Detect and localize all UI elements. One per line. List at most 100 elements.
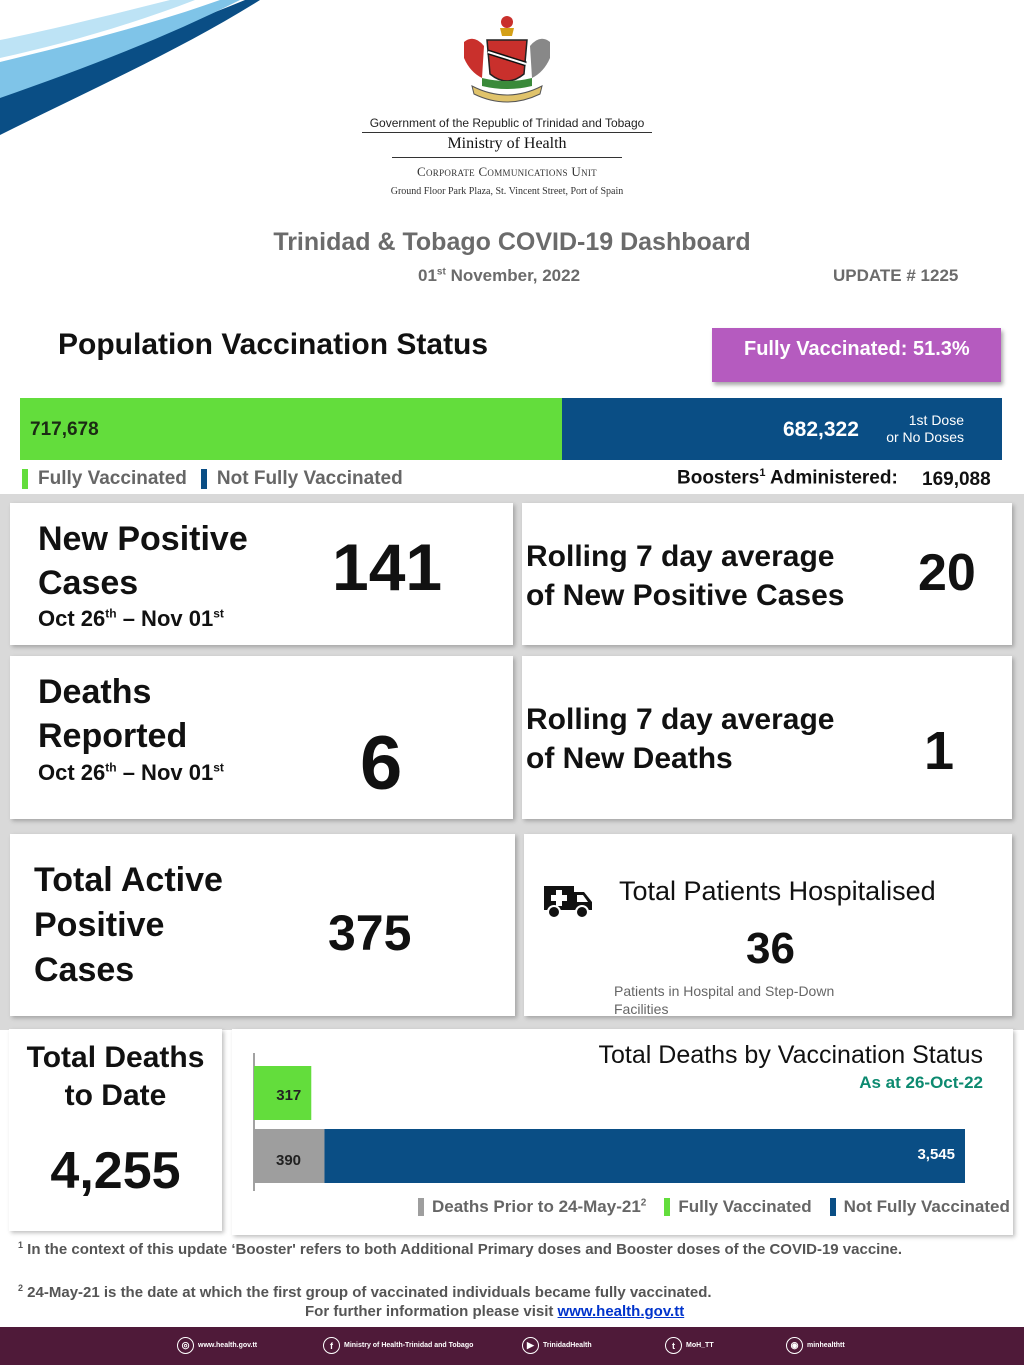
deaths-by-vaccination-chart: Total Deaths by Vaccination Status As at… xyxy=(232,1029,1013,1235)
deaths-reported-card: Deaths Reported Oct 26th – Nov 01st 6 xyxy=(10,656,513,819)
rolling-deaths-label-line1: Rolling 7 day average xyxy=(526,703,835,736)
dashboard-title: Trinidad & Tobago COVID-19 Dashboard xyxy=(273,228,751,256)
range-end-suffix: st xyxy=(213,606,224,621)
new-cases-date-range: Oct 26th – Nov 01st xyxy=(38,606,224,632)
bar-data-label: 3,545 xyxy=(917,1146,955,1163)
footer-twitter-text: MoH_TT xyxy=(686,1342,714,1349)
rolling-deaths-label-line2: of New Deaths xyxy=(526,742,733,775)
range-end: – Nov 01 xyxy=(116,606,214,631)
footer-instagram[interactable]: ◉ minhealthtt xyxy=(786,1337,845,1354)
rolling-cases-label-line1: Rolling 7 day average xyxy=(526,540,835,573)
range-start-suffix: th xyxy=(105,606,117,621)
vaccination-bar: 717,678 682,322 1st Dose or No Doses xyxy=(20,398,1002,460)
rolling-deaths-card: Rolling 7 day average of New Deaths 1 xyxy=(522,656,1012,819)
vaccination-status-title: Population Vaccination Status xyxy=(58,328,489,361)
boosters-footnote-mark: 1 xyxy=(759,467,766,479)
deaths-reported-value: 6 xyxy=(360,721,403,806)
footer-twitter[interactable]: t MoH_TT xyxy=(665,1337,714,1354)
footer-website-text: www.health.gov.tt xyxy=(198,1342,258,1349)
range-start-suffix: th xyxy=(105,760,117,775)
footer-bar: ◎ www.health.gov.tt f Ministry of Health-T… xyxy=(0,1327,1024,1365)
rolling-cases-value: 20 xyxy=(918,544,976,602)
hospitalised-card: Total Patients Hospitalised 36 Patients … xyxy=(524,834,1012,1017)
fully-vaccinated-percent: 51.3% xyxy=(912,338,970,360)
twitter-icon: t xyxy=(665,1337,682,1354)
legend-swatch-blue xyxy=(829,1198,836,1216)
date-suffix: st xyxy=(436,266,446,278)
hospitalised-value: 36 xyxy=(746,924,795,973)
boosters-word2: Administered: xyxy=(765,467,898,489)
active-label-line1: Total Active xyxy=(34,861,223,899)
further-info: For further information please visit www… xyxy=(305,1303,684,1320)
rolling-cases-card: Rolling 7 day average of New Positive Ca… xyxy=(522,503,1012,645)
not-fully-vaccinated-count: 682,322 xyxy=(783,418,859,441)
fully-vaccinated-badge: Fully Vaccinated: 51.3% xyxy=(712,328,1001,382)
legend-not-fully: Not Fully Vaccinated xyxy=(843,1197,1010,1216)
footer-youtube-text: TrinidadHealth xyxy=(543,1342,592,1349)
bar-data-label: 317 xyxy=(276,1087,301,1104)
range-start: Oct 26 xyxy=(38,760,106,785)
range-start: Oct 26 xyxy=(38,606,106,631)
health-website-link[interactable]: www.health.gov.tt xyxy=(557,1303,685,1320)
rolling-deaths-value: 1 xyxy=(924,721,955,781)
legend-swatch-blue xyxy=(200,469,207,489)
footnote-1: 1 In the context of this update ‘Booster… xyxy=(18,1240,902,1258)
header-divider xyxy=(362,132,652,133)
fully-vaccinated-label: Fully Vaccinated: xyxy=(744,338,908,360)
deaths-label-line1: Deaths xyxy=(38,673,152,711)
legend-swatch-green xyxy=(22,469,28,489)
active-label-line2: Positive xyxy=(34,906,165,944)
footer-website[interactable]: ◎ www.health.gov.tt xyxy=(177,1337,257,1354)
unit-name: Corporate Communications Unit xyxy=(417,164,597,179)
legend-swatch-gray xyxy=(418,1198,424,1216)
coat-of-arms-icon xyxy=(464,16,550,103)
date-rest: November, 2022 xyxy=(450,266,581,285)
footer-facebook[interactable]: f Ministry of Health-Trinidad and Tobago xyxy=(323,1337,473,1354)
header-swoosh-graphic xyxy=(0,0,260,135)
fully-vaccinated-segment: 717,678 xyxy=(20,398,562,460)
instagram-icon: ◉ xyxy=(786,1337,803,1354)
footnote-1-text: In the context of this update ‘Booster' … xyxy=(23,1241,903,1258)
rolling-cases-label: Rolling 7 day average of New Positive Ca… xyxy=(526,537,844,615)
total-deaths-label: Total Deaths to Date xyxy=(9,1039,222,1115)
legend-prior: Deaths Prior to 24-May-212 xyxy=(432,1197,646,1217)
active-cases-value: 375 xyxy=(328,905,412,961)
facebook-icon: f xyxy=(323,1337,340,1354)
chart-legend: Deaths Prior to 24-May-212 Fully Vaccina… xyxy=(418,1197,1010,1217)
total-deaths-value: 4,255 xyxy=(50,1142,181,1200)
total-deaths-card: Total Deaths to Date 4,255 xyxy=(9,1029,222,1231)
footer-facebook-text: Ministry of Health-Trinidad and Tobago xyxy=(344,1342,474,1349)
range-end-suffix: st xyxy=(213,760,224,775)
deaths-reported-label: Deaths Reported xyxy=(38,670,187,758)
footnote-2: 2 24-May-21 is the date at which the fir… xyxy=(18,1283,712,1301)
new-cases-card: New Positive Cases Oct 26th – Nov 01st 1… xyxy=(10,503,513,645)
chart-title: Total Deaths by Vaccination Status xyxy=(598,1041,983,1069)
new-cases-label-line1: New Positive xyxy=(38,520,248,558)
ambulance-icon xyxy=(544,886,592,919)
bar-fully-vaccinated xyxy=(254,1066,312,1120)
boosters-word: Boosters xyxy=(677,467,760,489)
government-line: Government of the Republic of Trinidad a… xyxy=(369,116,645,130)
chart-plot: 317 390 3,545 xyxy=(253,1053,965,1191)
active-label-line3: Cases xyxy=(34,951,135,989)
legend-fully: Fully Vaccinated xyxy=(678,1197,812,1216)
active-cases-label: Total Active Positive Cases xyxy=(34,858,223,993)
total-deaths-label-line2: to Date xyxy=(64,1079,167,1112)
legend-not-fully-vaccinated: Not Fully Vaccinated xyxy=(216,468,403,489)
legend-prior-footnote: 2 xyxy=(640,1197,647,1209)
bar-not-fully-vaccinated xyxy=(324,1129,965,1183)
update-number: UPDATE # 1225 xyxy=(833,266,959,285)
footnote-2-mark: 2 xyxy=(18,1283,24,1293)
footer-youtube[interactable]: ▶ TrinidadHealth xyxy=(522,1337,592,1354)
not-fully-note-line2: or No Doses xyxy=(886,429,964,445)
further-info-text: For further information please visit xyxy=(305,1303,558,1320)
boosters-value: 169,088 xyxy=(922,469,991,490)
ministry-name: Ministry of Health xyxy=(447,135,567,152)
header-divider xyxy=(392,157,622,158)
dashboard-date: 01st November, 2022 xyxy=(418,266,580,286)
deaths-date-range: Oct 26th – Nov 01st xyxy=(38,760,224,786)
not-fully-vaccinated-segment: 682,322 1st Dose or No Doses xyxy=(562,398,1002,460)
hospitalised-title: Total Patients Hospitalised xyxy=(619,876,936,906)
footnote-2-text: 24-May-21 is the date at which the first… xyxy=(23,1284,712,1301)
rolling-cases-label-line2: of New Positive Cases xyxy=(526,579,845,612)
